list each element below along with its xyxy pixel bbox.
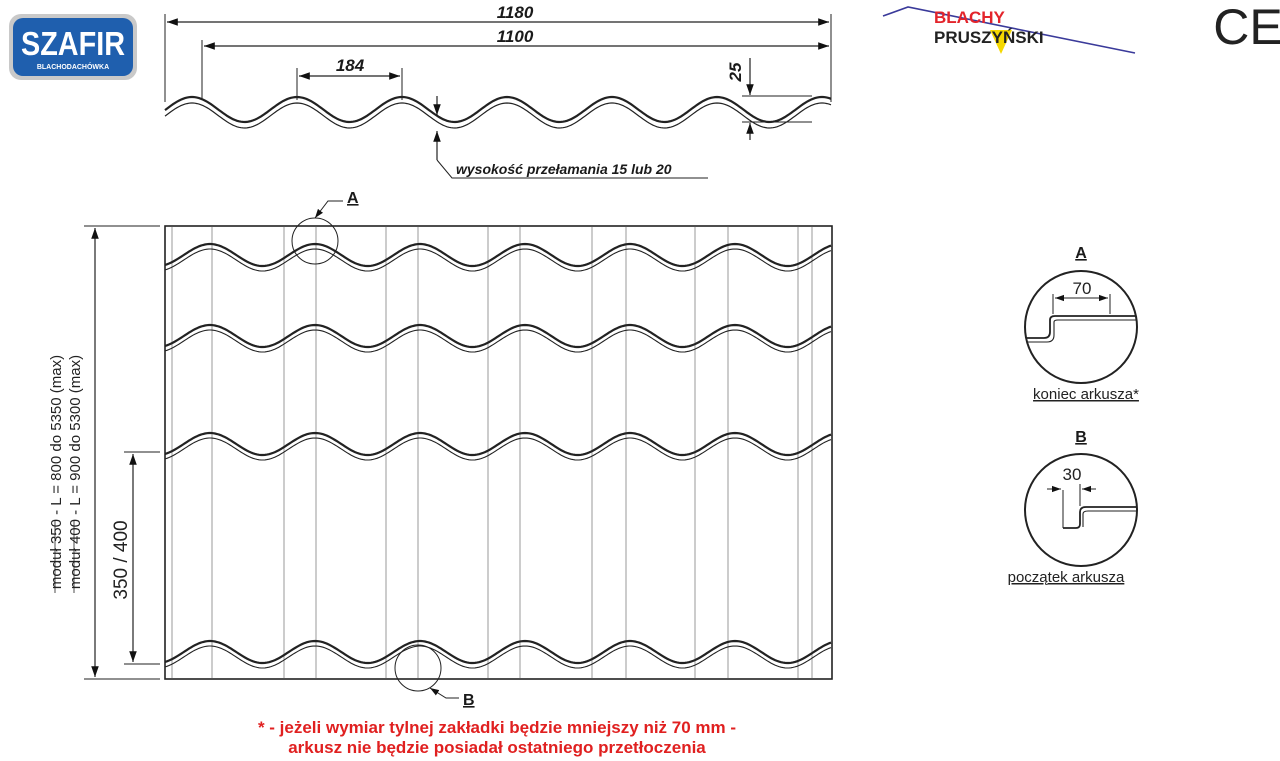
detail-a-dimension: 70 bbox=[1073, 279, 1092, 298]
profile-line-inner bbox=[164, 102, 832, 129]
break-height-note: wysokość przełamania 15 lub 20 bbox=[456, 161, 672, 177]
szafir-logo-subtitle: BLACHODACHÓWKA bbox=[37, 62, 109, 71]
detail-a-step-outer bbox=[1025, 315, 1137, 339]
callout-b-circle bbox=[394, 644, 442, 692]
szafir-logo: SZAFIR BLACHODACHÓWKA bbox=[9, 14, 137, 80]
module-spacing: 350 / 400 bbox=[111, 520, 132, 599]
pressing-row-3 bbox=[165, 431, 832, 457]
pressing-row-1 bbox=[165, 242, 832, 268]
length-module-350: moduł 350 - L = 800 do 5350 (max) bbox=[48, 355, 65, 589]
pressing-row-2 bbox=[165, 323, 832, 349]
pressing-row-2-inner bbox=[165, 329, 832, 353]
footnote-line-2: arkusz nie będzie posiadał ostatniego pr… bbox=[288, 738, 706, 757]
detail-b-letter: B bbox=[1075, 429, 1087, 446]
detail-a-circle bbox=[1024, 270, 1138, 384]
logo-yellow-triangle bbox=[990, 30, 1012, 54]
blachy-pruszynski-logo: BLACHY PRUSZYŃSKI bbox=[882, 6, 1136, 54]
pressing-row-4 bbox=[165, 639, 832, 665]
detail-a: A 70 koniec arkusza* bbox=[1024, 245, 1139, 403]
detail-b-dimension: 30 bbox=[1063, 465, 1082, 484]
callout-b-label: B bbox=[463, 692, 475, 709]
length-module-400: moduł 400 - L = 900 do 5300 (max) bbox=[67, 355, 84, 589]
dim-wave-pitch: 184 bbox=[336, 56, 365, 75]
detail-a-caption: koniec arkusza* bbox=[1033, 386, 1139, 403]
logo-pruszynski-text: PRUSZYŃSKI bbox=[934, 28, 1044, 47]
pressing-row-3-inner bbox=[165, 437, 832, 461]
ce-mark: CE bbox=[1213, 0, 1280, 55]
sheet-pressing-lines bbox=[165, 226, 832, 679]
detail-a-step-inner bbox=[1025, 319, 1137, 343]
detail-b-circle bbox=[1024, 453, 1138, 567]
logo-swoosh bbox=[882, 6, 1136, 54]
callout-a-label: A bbox=[347, 190, 359, 207]
szafir-logo-badge bbox=[13, 18, 133, 76]
sheet-outline bbox=[164, 225, 833, 680]
detail-a-letter: A bbox=[1075, 245, 1087, 262]
dim-profile-height: 25 bbox=[726, 62, 745, 82]
dim-effective-width: 1100 bbox=[497, 27, 534, 46]
callout-a-circle bbox=[291, 217, 339, 265]
profile-line-outer bbox=[164, 95, 832, 124]
detail-b-step-outer bbox=[1063, 506, 1137, 529]
profile-cross-section: 1180 1100 184 25 wysokość przełamania 15… bbox=[164, 3, 832, 179]
callout-b-leader bbox=[429, 687, 459, 699]
szafir-logo-title: SZAFIR bbox=[21, 25, 125, 62]
sheet-plan-view: A B moduł 350 - L = 800 do 5350 (max) mo… bbox=[48, 190, 833, 709]
dim-overall-width: 1180 bbox=[497, 3, 534, 22]
pressing-row-1-inner bbox=[165, 248, 832, 272]
pressing-row-4-inner bbox=[165, 645, 832, 669]
callout-a-leader bbox=[314, 200, 343, 219]
footnote-line-1: * - jeżeli wymiar tylnej zakładki będzie… bbox=[258, 718, 736, 737]
break-leader bbox=[436, 159, 708, 179]
detail-b-caption: początek arkusza bbox=[1008, 569, 1125, 586]
detail-b: B 30 początek arkusza bbox=[1008, 429, 1138, 586]
detail-b-step-inner bbox=[1082, 510, 1137, 527]
logo-blachy-text: BLACHY bbox=[934, 8, 1005, 27]
